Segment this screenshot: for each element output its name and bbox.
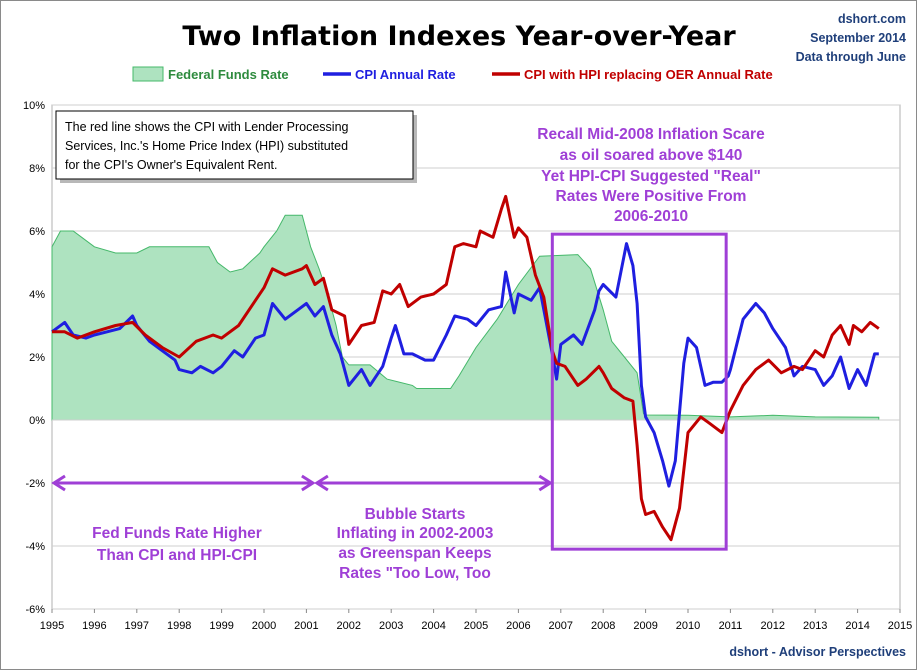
scare-annotation: Recall Mid-2008 Inflation Scare as oil s… <box>537 126 765 225</box>
x-tick-label: 1998 <box>167 620 191 632</box>
series-fed-funds-area <box>51 214 880 421</box>
x-tick-label: 2009 <box>633 620 657 632</box>
y-tick-label: 4% <box>29 289 45 301</box>
source-label: dshort.com <box>838 12 906 26</box>
x-tick-label: 2006 <box>506 620 530 632</box>
y-tick-label: 0% <box>29 415 45 427</box>
y-tick-label: 6% <box>29 226 45 238</box>
x-tick-label: 2013 <box>803 620 827 632</box>
x-tick-label: 2002 <box>337 620 361 632</box>
note-box-frame <box>55 110 414 180</box>
note-line-2: Services, Inc.'s Home Price Index (HPI) … <box>65 139 348 153</box>
legend-label-fed-funds: Federal Funds Rate <box>168 67 289 82</box>
x-tick-label: 2004 <box>421 620 445 632</box>
y-tick-label: -6% <box>25 604 45 616</box>
x-tick-label: 2003 <box>379 620 403 632</box>
legend-label-hpi-cpi: CPI with HPI replacing OER Annual Rate <box>524 67 773 82</box>
x-tick-label: 2012 <box>761 620 785 632</box>
fed-line-2: Than CPI and HPI-CPI <box>97 547 257 564</box>
data-note-label: Data through June <box>796 50 906 64</box>
scare-line-5: 2006-2010 <box>614 208 688 225</box>
axes: -6% -4% -2% 0% 2% 4% 6% 8% 10% 1995 1996 1997 1998 19… <box>23 100 912 632</box>
footer-credit: dshort - Advisor Perspectives <box>729 645 906 659</box>
y-tick-label: 2% <box>29 352 45 364</box>
bubble-annotation: Bubble Starts Inflating in 2002-2003 as … <box>337 506 494 582</box>
legend: Federal Funds Rate CPI Annual Rate CPI w… <box>132 66 773 82</box>
range-arrow-head-left <box>314 474 329 492</box>
fed-annotation: Fed Funds Rate Higher Than CPI and HPI-C… <box>92 525 262 564</box>
range-arrow-head-right <box>301 474 316 492</box>
range-arrow-head-left <box>51 474 66 492</box>
x-tick-label: 2014 <box>845 620 869 632</box>
x-tick-label: 2015 <box>888 620 912 632</box>
x-tick-label: 1997 <box>125 620 149 632</box>
x-tick-label: 2001 <box>294 620 318 632</box>
chart-title: Two Inflation Indexes Year-over-Year <box>182 21 736 52</box>
x-tick-label: 2010 <box>676 620 700 632</box>
annotation-marks <box>51 232 728 551</box>
bubble-line-3: as Greenspan Keeps <box>338 545 491 562</box>
range-arrow-head-right <box>538 474 554 492</box>
x-tick-label: 2007 <box>549 620 573 632</box>
legend-swatch-fed-funds <box>132 66 164 82</box>
x-tick-label: 2000 <box>252 620 276 632</box>
x-tick-label: 1999 <box>209 620 233 632</box>
y-tick-label: -4% <box>25 541 45 553</box>
series-hpi-cpi-line <box>52 194 880 542</box>
bubble-line-2: Inflating in 2002-2003 <box>337 525 494 542</box>
scare-line-1: Recall Mid-2008 Inflation Scare <box>537 126 765 143</box>
y-tick-label: 10% <box>23 100 45 112</box>
date-label: September 2014 <box>810 31 906 45</box>
x-tick-label: 1996 <box>82 620 106 632</box>
note-box: The red line shows the CPI with Lender P… <box>55 110 417 183</box>
x-tick-label: 2005 <box>464 620 488 632</box>
scare-line-4: Rates Were Positive From <box>556 188 747 205</box>
x-tick-label: 2011 <box>719 620 743 632</box>
scare-line-3: Yet HPI-CPI Suggested "Real" <box>541 168 761 185</box>
y-tick-label: -2% <box>25 478 45 490</box>
bubble-line-1: Bubble Starts <box>365 506 466 523</box>
series-layer <box>51 194 900 542</box>
note-line-1: The red line shows the CPI with Lender P… <box>65 120 349 134</box>
x-tick-label: 2008 <box>591 620 615 632</box>
fed-line-1: Fed Funds Rate Higher <box>92 525 262 542</box>
bubble-line-4: Rates "Too Low, Too <box>339 565 491 582</box>
note-line-3: for the CPI's Owner's Equivalent Rent. <box>65 158 278 172</box>
series-cpi-line <box>51 242 879 488</box>
scare-line-2: as oil soared above $140 <box>560 147 743 164</box>
legend-label-cpi: CPI Annual Rate <box>355 67 456 82</box>
x-tick-label: 1995 <box>40 620 64 632</box>
y-tick-label: 8% <box>29 163 45 175</box>
highlight-box-2007-2010 <box>550 232 728 551</box>
